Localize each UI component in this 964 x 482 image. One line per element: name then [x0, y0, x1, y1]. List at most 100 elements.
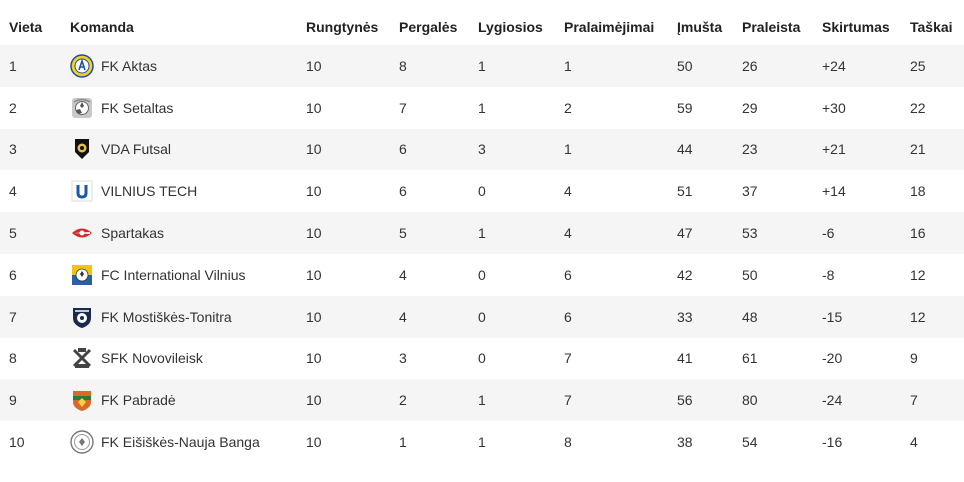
losses-cell: 1: [564, 45, 677, 87]
points-cell: 12: [910, 253, 964, 296]
played-cell: 10: [306, 379, 399, 422]
losses-cell: 7: [564, 337, 677, 380]
played-cell: 10: [306, 421, 399, 463]
wins-cell: 2: [399, 379, 478, 422]
vilnius-tech-logo: [71, 180, 93, 202]
losses-cell: 2: [564, 86, 677, 129]
wins-cell: 4: [399, 295, 478, 338]
wins-cell: 5: [399, 212, 478, 254]
fk-aktas-logo: [70, 54, 94, 78]
header-lygiosios: Lygiosios: [478, 18, 543, 35]
team-name: FK Eišiškės-Nauja Banga: [101, 434, 260, 451]
diff-cell: -8: [822, 253, 910, 296]
team-link[interactable]: FK Setaltas: [70, 96, 306, 120]
table-row: 7 FK Mostiškės-Tonitra 10 4 0 6 33 48 -15 12: [0, 295, 964, 338]
wins-cell: 6: [399, 170, 478, 213]
team-link[interactable]: FK Pabradė: [70, 388, 306, 412]
team-cell: FK Mostiškės-Tonitra: [70, 295, 306, 338]
place-cell: 8: [0, 337, 70, 380]
header-pralaimejimai: Pralaimėjimai: [564, 18, 655, 35]
fk-setaltas-logo: [72, 97, 92, 118]
conceded-cell: 23: [742, 128, 822, 171]
draws-cell: 3: [478, 128, 564, 171]
team-link[interactable]: FK Mostiškės-Tonitra: [70, 305, 306, 329]
losses-cell: 4: [564, 170, 677, 213]
conceded-cell: 54: [742, 421, 822, 463]
team-link[interactable]: FK Eišiškės-Nauja Banga: [70, 430, 306, 454]
scored-cell: 59: [677, 86, 742, 129]
table-row: 9 FK Pabradė 10 2 1 7 56 80 -24 7: [0, 379, 964, 422]
standings-body: 1 FK Aktas 10 8 1 1 50 26 +24 25 2 FK Setaltas 10 7 1 2…: [0, 45, 964, 463]
place-cell: 1: [0, 45, 70, 87]
team-name: FC International Vilnius: [101, 266, 246, 283]
team-link[interactable]: FK Aktas: [70, 54, 306, 78]
place-cell: 4: [0, 170, 70, 213]
draws-cell: 0: [478, 337, 564, 380]
team-link[interactable]: Spartakas: [70, 221, 306, 245]
team-cell: Spartakas: [70, 212, 306, 254]
table-row: 6 FC International Vilnius 10 4 0 6 42 50 -8 12: [0, 253, 964, 296]
table-row: 4 VILNIUS TECH 10 6 0 4 51 37 +14 18: [0, 170, 964, 213]
standings-table: Vieta Komanda Rungtynės Pergalės Lygiosi…: [0, 8, 964, 463]
losses-cell: 6: [564, 295, 677, 338]
diff-cell: +14: [822, 170, 910, 213]
draws-cell: 1: [478, 379, 564, 422]
played-cell: 10: [306, 128, 399, 171]
played-cell: 10: [306, 86, 399, 129]
draws-cell: 0: [478, 170, 564, 213]
team-cell: FK Eišiškės-Nauja Banga: [70, 421, 306, 463]
team-name: FK Setaltas: [101, 99, 174, 116]
diff-cell: -24: [822, 379, 910, 422]
diff-cell: -20: [822, 337, 910, 380]
diff-cell: +30: [822, 86, 910, 129]
fc-international-vilnius-logo: [72, 264, 92, 285]
played-cell: 10: [306, 337, 399, 380]
losses-cell: 8: [564, 421, 677, 463]
header-rungtynes: Rungtynės: [306, 18, 379, 35]
team-name: VILNIUS TECH: [101, 183, 198, 200]
points-cell: 9: [910, 337, 964, 380]
losses-cell: 1: [564, 128, 677, 171]
played-cell: 10: [306, 253, 399, 296]
table-row: 2 FK Setaltas 10 7 1 2 59 29 +30 22: [0, 86, 964, 129]
played-cell: 10: [306, 212, 399, 254]
conceded-cell: 37: [742, 170, 822, 213]
table-row: 8 SFK Novovileisk 10 3 0 7 41 61 -20 9: [0, 337, 964, 380]
team-cell: FK Aktas: [70, 45, 306, 87]
diff-cell: +21: [822, 128, 910, 171]
scored-cell: 44: [677, 128, 742, 171]
place-cell: 3: [0, 128, 70, 171]
draws-cell: 1: [478, 45, 564, 87]
points-cell: 7: [910, 379, 964, 422]
scored-cell: 50: [677, 45, 742, 87]
diff-cell: -6: [822, 212, 910, 254]
team-name: SFK Novovileisk: [101, 350, 203, 367]
spartakas-logo: [72, 228, 92, 238]
team-link[interactable]: FC International Vilnius: [70, 263, 306, 287]
team-cell: FK Pabradė: [70, 379, 306, 422]
team-link[interactable]: VDA Futsal: [70, 137, 306, 161]
draws-cell: 1: [478, 86, 564, 129]
draws-cell: 0: [478, 253, 564, 296]
place-cell: 9: [0, 379, 70, 422]
points-cell: 21: [910, 128, 964, 171]
header-praleista: Praleista: [742, 18, 801, 35]
points-cell: 25: [910, 45, 964, 87]
scored-cell: 42: [677, 253, 742, 296]
points-cell: 4: [910, 421, 964, 463]
table-row: 5 Spartakas 10 5 1 4 47 53 -6 16: [0, 212, 964, 254]
header-pergales: Pergalės: [399, 18, 458, 35]
place-cell: 10: [0, 421, 70, 463]
conceded-cell: 26: [742, 45, 822, 87]
losses-cell: 7: [564, 379, 677, 422]
diff-cell: -16: [822, 421, 910, 463]
team-link[interactable]: VILNIUS TECH: [70, 179, 306, 203]
played-cell: 10: [306, 45, 399, 87]
header-skirtumas: Skirtumas: [822, 18, 890, 35]
team-link[interactable]: SFK Novovileisk: [70, 346, 306, 370]
team-cell: FK Setaltas: [70, 86, 306, 129]
points-cell: 18: [910, 170, 964, 213]
played-cell: 10: [306, 295, 399, 338]
team-cell: VDA Futsal: [70, 128, 306, 171]
points-cell: 16: [910, 212, 964, 254]
